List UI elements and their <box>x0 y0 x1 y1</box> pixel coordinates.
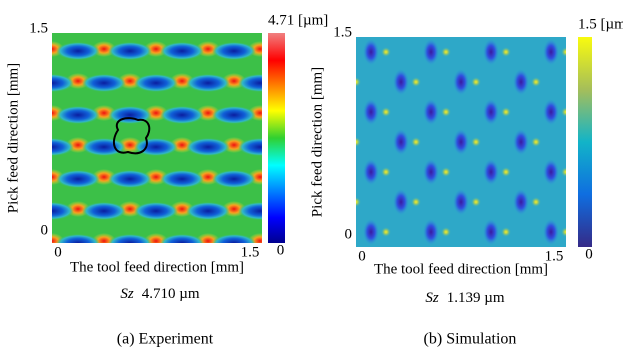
x-axis-label: The tool feed direction [mm] <box>374 261 548 277</box>
y-tick-label: 0 <box>41 222 49 238</box>
caption: (b) Simulation <box>424 331 517 348</box>
caption: (a) Experiment <box>117 331 214 348</box>
x-tick-label: 0 <box>54 244 62 260</box>
sz-label: Sz 4.710 µm <box>120 286 199 302</box>
heatmap-image <box>356 37 566 247</box>
y-tick-label: 0 <box>345 226 353 242</box>
sz-symbol: Sz <box>120 286 134 302</box>
x-tick-label: 0 <box>358 248 366 264</box>
y-tick-label: 1.5 <box>29 20 48 36</box>
y-tick-label: 1.5 <box>333 24 352 40</box>
x-tick-label: 1.5 <box>241 244 260 260</box>
x-axis-label: The tool feed direction [mm] <box>70 259 244 275</box>
figure: 0 1.5 0 1.5 0 4.71 [µm] The tool feed directio… <box>0 0 623 352</box>
y-axis-label: Pick feed direction [mm] <box>5 63 21 213</box>
sz-label: Sz 1.139 µm <box>425 290 504 306</box>
colorbar-tick-label: 0 <box>585 246 593 262</box>
sz-value: 4.710 µm <box>142 286 200 302</box>
page: {"chart_data": [ {"type": "heatmap", "xl… <box>0 0 623 352</box>
heatmap-image <box>52 33 262 243</box>
sz-symbol: Sz <box>425 290 439 306</box>
colorbar-tick-label: 0 <box>277 242 285 258</box>
colorbar-tick-label: 4.71 [µm] <box>268 12 328 28</box>
y-axis-label: Pick feed direction [mm] <box>309 67 325 217</box>
sz-value: 1.139 µm <box>447 290 505 306</box>
colorbar <box>268 33 285 243</box>
colorbar-tick-label: 1.5 [µm] <box>578 16 623 32</box>
colorbar <box>578 37 592 247</box>
